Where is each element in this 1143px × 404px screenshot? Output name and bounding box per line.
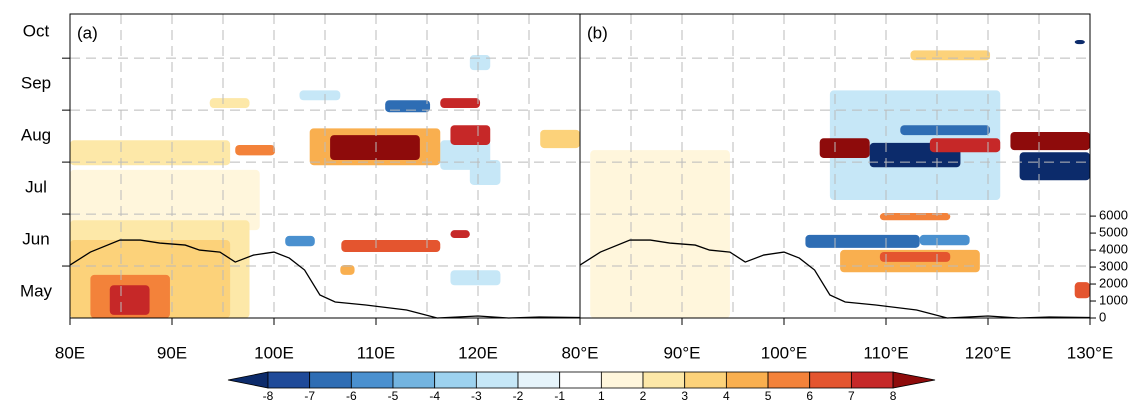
colorbar-box [642, 371, 686, 389]
colorbar-box [684, 371, 727, 389]
y-tick-label: Sep [21, 74, 51, 93]
colorbar-box [434, 371, 477, 389]
shading-patch [235, 144, 276, 156]
x-tick-label: 100E [254, 343, 294, 362]
shading-patch [590, 150, 730, 318]
colorbar-label: 2 [640, 389, 647, 403]
colorbar-label: -5 [388, 389, 399, 403]
colorbar-label: -2 [513, 389, 524, 403]
y2-tick-label: 6000 [1099, 208, 1128, 223]
shading-patch [540, 129, 580, 149]
y2-tick-label: 4000 [1099, 242, 1128, 257]
colorbar-box [767, 371, 811, 389]
x-tick-label: 130°E [1067, 343, 1114, 362]
shading-patch [209, 98, 250, 109]
shading-patch [340, 264, 355, 275]
shading-patch [1010, 131, 1090, 151]
shading-patch [450, 270, 501, 286]
shading-patch [70, 169, 260, 231]
panel-shading [590, 39, 1090, 318]
colorbar-label: -7 [304, 389, 315, 403]
shading-patch [469, 160, 501, 185]
colorbar-label: 6 [806, 389, 813, 403]
y-tick-label: Oct [23, 22, 50, 41]
colorbar-label: -6 [346, 389, 357, 403]
shading-patch [70, 140, 231, 166]
y2-tick-label: 2000 [1099, 275, 1128, 290]
colorbar-label: 1 [598, 389, 605, 403]
colorbar-box [725, 371, 769, 389]
y-tick-label: Jul [25, 178, 47, 197]
colorbar-box [850, 371, 894, 389]
y2-tick-label: 0 [1099, 309, 1106, 324]
colorbar-box [559, 371, 602, 389]
shading-patch [919, 234, 970, 246]
shading-patch [450, 125, 491, 145]
x-tick-label: 80°E [561, 343, 598, 362]
x-tick-label: 90E [157, 343, 187, 362]
panel-label: (b) [587, 23, 608, 42]
colorbar-box [309, 371, 352, 389]
shading-patch [285, 235, 315, 247]
x-tick-label: 80E [55, 343, 85, 362]
shading-patch [805, 234, 920, 248]
colorbar-box [350, 371, 394, 389]
shading-patch [1074, 282, 1090, 299]
panel-label: (a) [77, 23, 98, 42]
shading-patch [819, 138, 870, 158]
x-tick-label: 120°E [965, 343, 1012, 362]
shading-patch [879, 213, 951, 221]
colorbar-label: -4 [429, 389, 440, 403]
y2-tick-label: 3000 [1099, 258, 1128, 273]
colorbar-box [267, 371, 311, 389]
shading-patch [330, 135, 420, 161]
colorbar-label: 3 [681, 389, 688, 403]
x-tick-label: 100°E [761, 343, 808, 362]
shading-patch [1019, 152, 1090, 181]
x-tick-label: 110°E [863, 343, 908, 362]
colorbar-label: 7 [848, 389, 855, 403]
panel-frame [579, 13, 1091, 319]
shading-patch [900, 125, 991, 136]
elevation-line [579, 239, 1091, 319]
colorbar-label: -8 [263, 389, 274, 403]
x-tick-label: 110E [357, 343, 395, 362]
shading-patch [450, 230, 470, 238]
colorbar-end [892, 371, 936, 389]
y-tick-label: May [20, 282, 53, 301]
shading-patch [440, 98, 481, 109]
colorbar-box [809, 371, 852, 389]
elevation-line [69, 239, 581, 319]
colorbar-box [392, 371, 436, 389]
shading-patch [109, 285, 150, 315]
colorbar-box [600, 371, 644, 389]
shading-patch [1074, 39, 1085, 45]
shading-patch [910, 50, 991, 61]
x-tick-label: 120E [458, 343, 498, 362]
shading-patch [929, 138, 1001, 153]
shading-patch [385, 100, 431, 113]
y-tick-label: Jun [22, 230, 49, 249]
y2-tick-label: 5000 [1099, 225, 1128, 240]
colorbar-label: -1 [554, 389, 565, 403]
colorbar-label: 5 [765, 389, 772, 403]
colorbar-box [517, 371, 561, 389]
colorbar-label: 4 [723, 389, 730, 403]
colorbar-label: -3 [471, 389, 482, 403]
colorbar-box [475, 371, 519, 389]
shading-patch [469, 55, 491, 71]
y-tick-label: Aug [21, 126, 51, 145]
colorbar-label: 8 [890, 389, 897, 403]
shading-patch [879, 252, 951, 262]
shading-patch [299, 90, 341, 101]
y2-tick-label: 1000 [1099, 292, 1128, 307]
x-tick-label: 90°E [663, 343, 700, 362]
colorbar-end [227, 371, 269, 389]
shading-patch [341, 240, 441, 253]
